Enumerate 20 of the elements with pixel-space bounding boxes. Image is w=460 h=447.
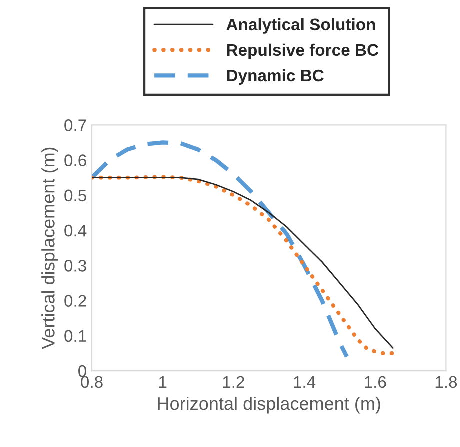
legend-label: Repulsive force BC	[227, 44, 379, 60]
y-tick-label: 0	[78, 365, 86, 378]
y-tick-label: 0.3	[64, 260, 86, 272]
x-tick-label: 1	[159, 376, 167, 388]
x-tick-label: 1.4	[294, 376, 316, 388]
y-tick-label: 0.2	[64, 295, 86, 307]
legend-label: Analytical Solution	[226, 18, 376, 34]
y-tick-label: 0.6	[64, 154, 86, 166]
x-tick-label: 1.8	[436, 376, 458, 388]
y-axis-title: Vertical displacement (m)	[42, 148, 58, 350]
legend-label: Dynamic BC	[227, 69, 324, 85]
y-tick-label: 0.5	[64, 190, 86, 202]
y-tick-label: 0.7	[64, 120, 86, 132]
y-tick-label: 0.4	[64, 224, 87, 237]
y-tick-label: 0.1	[64, 330, 86, 342]
line-series	[92, 140, 350, 360]
x-tick-label: 1.6	[365, 376, 386, 388]
x-tick-label: 1.2	[223, 376, 244, 388]
x-tick-label: 0.8	[81, 376, 103, 388]
x-axis-title: Horizontal displacement (m)	[158, 396, 380, 414]
